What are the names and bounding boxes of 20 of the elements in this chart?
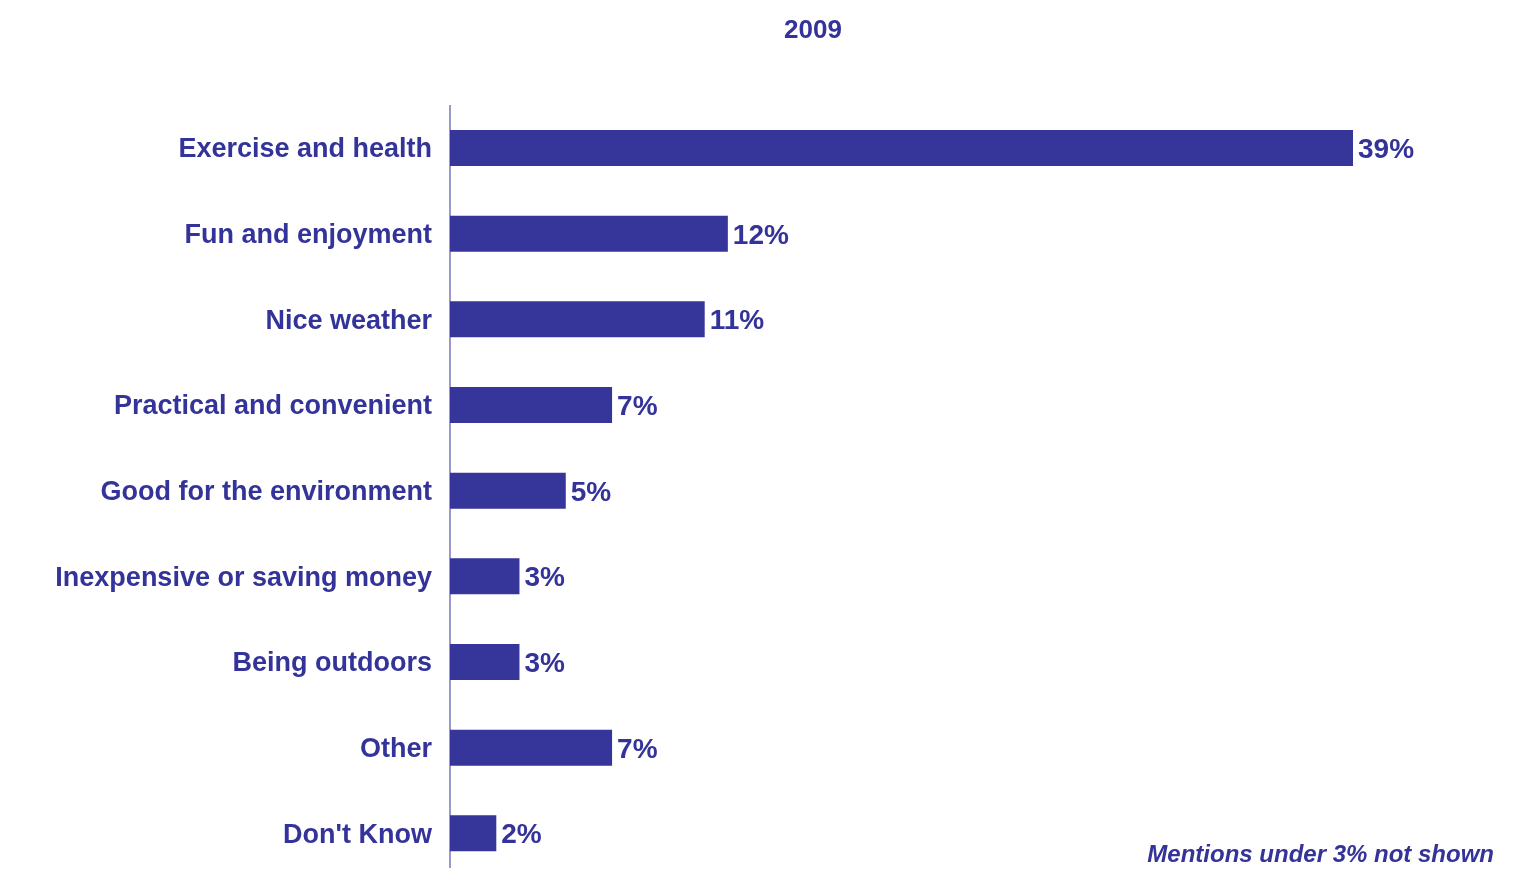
chart-title: 2009 [783,14,843,45]
y-tick-label: Fun and enjoyment [184,219,432,250]
y-tick-label: Practical and convenient [113,390,433,421]
y-tick-label: Nice weather [265,304,433,335]
data-label: 5% [570,475,612,507]
data-label: 7% [617,389,658,421]
y-tick-label: Don't Know [283,818,433,849]
y-tick-label: Being outdoors [232,647,432,678]
data-label: 12% [732,218,789,250]
y-tick-label: Other [359,733,433,764]
data-label: 3% [524,646,566,678]
data-label: 39% [1358,132,1415,164]
y-tick-label: Good for the environment [100,476,432,507]
y-tick-label: Exercise and health [178,133,432,164]
y-tick-label: Inexpensive or saving money [55,561,432,592]
data-label: 11% [709,304,765,336]
data-label: 2% [501,818,542,850]
data-label: 3% [524,561,566,593]
annotation: Mentions under 3% not shown [1147,840,1494,868]
data-label: 7% [617,732,658,764]
